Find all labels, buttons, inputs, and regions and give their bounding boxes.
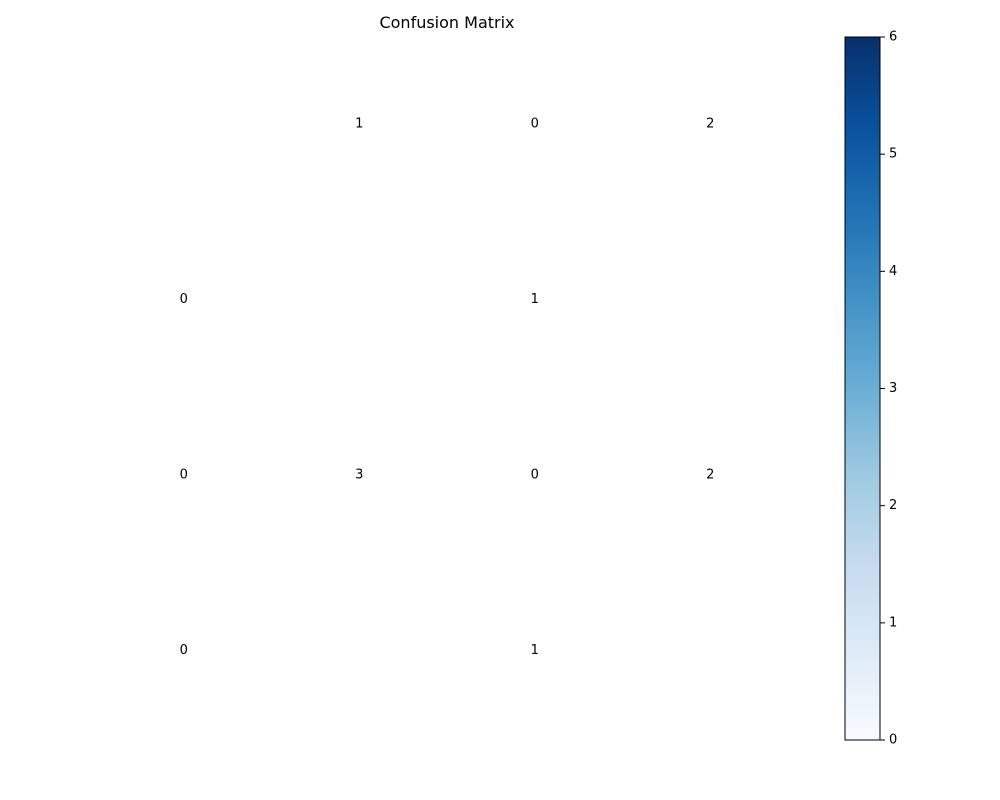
- colorbar-tick-label-1: 1: [889, 615, 897, 630]
- cell-label-r0-c2: 0: [531, 116, 539, 131]
- colorbar-gradient: [844, 36, 881, 741]
- matrix-cells: 1 0 2 0 1 0 3 0 2 0 1: [180, 116, 715, 658]
- cell-label-r1-c2: 1: [531, 292, 539, 307]
- cell-label-r2-c3: 2: [706, 467, 714, 482]
- cell-label-r2-c2: 0: [531, 467, 539, 482]
- colorbar-tick-label-2: 2: [889, 498, 897, 513]
- cell-label-r3-c2: 1: [531, 643, 539, 658]
- cell-label-r0-c3: 2: [706, 116, 714, 131]
- colorbar-tick-label-0: 0: [889, 733, 897, 748]
- colorbar-tick-label-6: 6: [889, 30, 897, 45]
- cell-label-r1-c0: 0: [180, 292, 188, 307]
- cell-label-r2-c0: 0: [180, 467, 188, 482]
- colorbar: 0 1 2 3 4 5 6: [844, 30, 897, 748]
- colorbar-tick-label-3: 3: [889, 381, 897, 396]
- cell-label-r0-c1: 1: [355, 116, 363, 131]
- chart-title: Confusion Matrix: [379, 13, 514, 32]
- cell-label-r2-c1: 3: [355, 467, 363, 482]
- cell-label-r3-c0: 0: [180, 643, 188, 658]
- colorbar-tick-label-5: 5: [889, 147, 897, 162]
- colorbar-tick-label-4: 4: [889, 264, 897, 279]
